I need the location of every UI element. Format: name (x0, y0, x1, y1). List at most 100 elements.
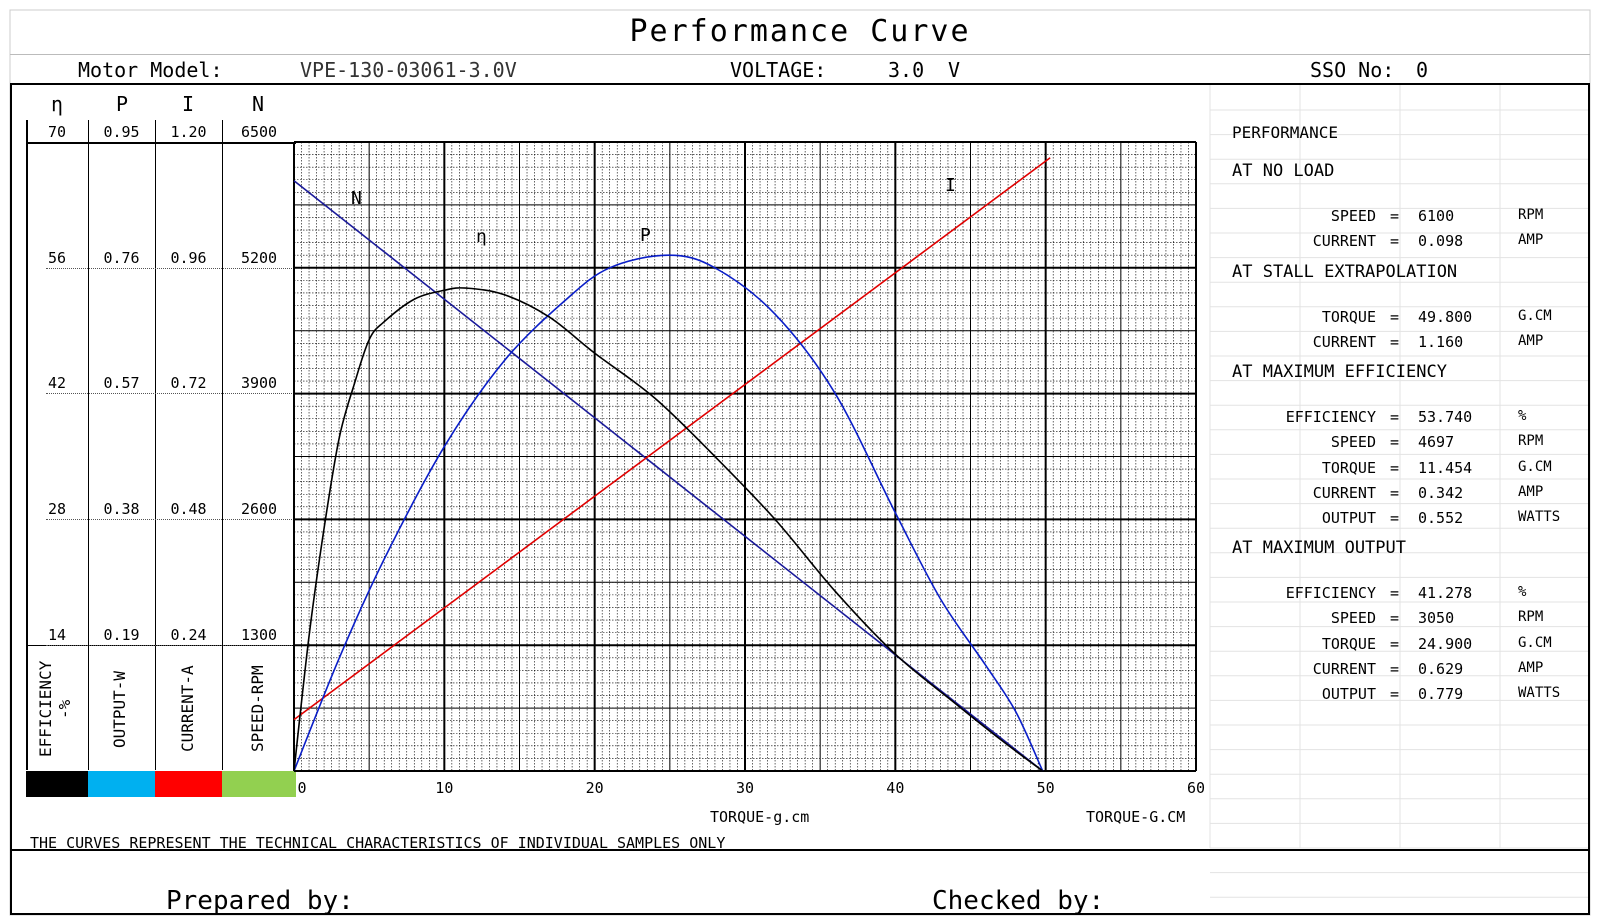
performance-cell: AMP (1518, 483, 1544, 500)
axis-header-n: N (251, 92, 265, 116)
series-line (293, 254, 1044, 772)
performance-cell: RPM (1518, 207, 1544, 223)
axis-tick-label: 1.20 (170, 123, 207, 141)
performance-cell: % (1518, 584, 1527, 600)
curve-label: η (476, 226, 487, 247)
performance-cell: EFFICIENCY (1285, 408, 1376, 426)
x-tick-label: 60 (1187, 779, 1205, 797)
disclaimer-note: THE CURVES REPRESENT THE TECHNICAL CHARA… (30, 834, 726, 852)
axis-tick-label: 70 (47, 123, 67, 141)
motor-model-label: Motor Model: (78, 58, 223, 82)
performance-cell: G.CM (1518, 308, 1552, 324)
voltage-label: VOLTAGE: (730, 58, 827, 82)
performance-cell: 0.779 (1418, 685, 1464, 704)
performance-cell: 41.278 (1418, 584, 1473, 602)
performance-cell: SPEED (1330, 609, 1376, 628)
performance-cell: G.CM (1518, 458, 1552, 475)
performance-cell: CURRENT (1312, 333, 1376, 352)
max-out-title: AT MAXIMUM OUTPUT (1232, 538, 1406, 558)
axis-tick-label: 0.96 (170, 249, 207, 267)
performance-cell: = (1390, 634, 1400, 653)
performance-cell: 0.552 (1418, 509, 1464, 528)
performance-cell: TORQUE (1321, 308, 1376, 326)
performance-cell: = (1390, 509, 1400, 528)
x-tick-label: 50 (1037, 779, 1055, 797)
performance-cell: WATTS (1518, 509, 1561, 526)
x-tick-label: 30 (736, 779, 754, 797)
curve-label: P (640, 225, 651, 246)
performance-cell: CURRENT (1312, 483, 1376, 502)
performance-cell: 0.629 (1418, 659, 1464, 678)
axis-tick-label: 28 (47, 500, 67, 518)
performance-cell: = (1390, 458, 1400, 477)
axis-tick-line (46, 645, 294, 646)
x-tick-label: 40 (886, 779, 904, 797)
axis-header-i: I (181, 92, 195, 116)
performance-cell: % (1518, 408, 1527, 424)
performance-cell: WATTS (1518, 685, 1561, 702)
performance-cell: = (1390, 308, 1400, 326)
stall-title: AT STALL EXTRAPOLATION (1232, 262, 1458, 282)
x-tick-label: 0 (297, 779, 306, 797)
legend-swatch-current (155, 771, 222, 797)
performance-cell: 1.160 (1418, 333, 1464, 352)
axis-tick-label: 56 (47, 249, 67, 267)
axis-tick-line (46, 519, 294, 520)
series-line (293, 287, 1044, 772)
curve-label: N (351, 188, 362, 209)
axis-tick-label: 0.72 (170, 374, 207, 392)
axis-header-eta: η (50, 92, 64, 116)
motor-model-value: VPE-130-03061-3.0V (300, 58, 517, 82)
performance-cell: 0.098 (1418, 232, 1464, 251)
axis-tick-label: 0.57 (103, 374, 140, 392)
performance-cell: AMP (1518, 333, 1544, 350)
axis-header-p: P (115, 92, 129, 116)
x-axis-label-2: TORQUE-G.CM (1086, 808, 1186, 826)
legend-swatch-speed (222, 771, 296, 797)
performance-cell: 49.800 (1418, 308, 1473, 326)
axis-tick-label: 1300 (240, 626, 278, 644)
performance-cell: RPM (1518, 609, 1544, 626)
performance-cell: = (1390, 207, 1400, 225)
axis-tick-label: 0.24 (170, 626, 207, 644)
performance-cell: SPEED (1330, 433, 1376, 452)
performance-cell: 6100 (1418, 207, 1455, 225)
x-tick-label: 20 (586, 779, 604, 797)
x-tick-label: 10 (435, 779, 453, 797)
performance-cell: = (1390, 609, 1400, 628)
axis-tick-label: 0.76 (103, 249, 140, 267)
axis-tick-label: 5200 (240, 249, 278, 267)
prepared-by-label: Prepared by: (166, 886, 354, 916)
performance-cell: OUTPUT (1321, 509, 1376, 528)
axis-tick-label: 42 (47, 374, 67, 392)
sso-label: SSO No: (1310, 58, 1395, 82)
performance-cell: = (1390, 408, 1400, 426)
axis-tick-label: 0.48 (170, 500, 207, 518)
legend-swatch-efficiency (26, 771, 88, 797)
performance-title: PERFORMANCE (1232, 123, 1338, 142)
performance-cell: = (1390, 333, 1400, 352)
legend-swatch-output (88, 771, 155, 797)
checked-by-label: Checked by: (932, 886, 1105, 916)
voltage-unit: V (948, 58, 961, 82)
performance-cell: = (1390, 659, 1400, 678)
performance-cell: = (1390, 483, 1400, 502)
performance-cell: RPM (1518, 433, 1544, 450)
series-line (293, 157, 1051, 721)
series-line (293, 180, 1044, 772)
x-axis-label: TORQUE-g.cm (710, 808, 810, 826)
axis-tick-label: 3900 (240, 374, 278, 392)
axis-tick-label: 0.95 (103, 123, 140, 141)
performance-cell: = (1390, 584, 1400, 602)
performance-cell: CURRENT (1312, 659, 1376, 678)
axis-tick-label: 6500 (240, 123, 278, 141)
performance-cell: TORQUE (1321, 458, 1376, 477)
performance-cell: AMP (1518, 232, 1544, 249)
sso-value: 0 (1416, 58, 1429, 82)
axis-tick-line (46, 268, 294, 269)
axis-tick-label: 0.19 (103, 626, 140, 644)
performance-cell: AMP (1518, 659, 1544, 676)
performance-cell: G.CM (1518, 634, 1552, 651)
